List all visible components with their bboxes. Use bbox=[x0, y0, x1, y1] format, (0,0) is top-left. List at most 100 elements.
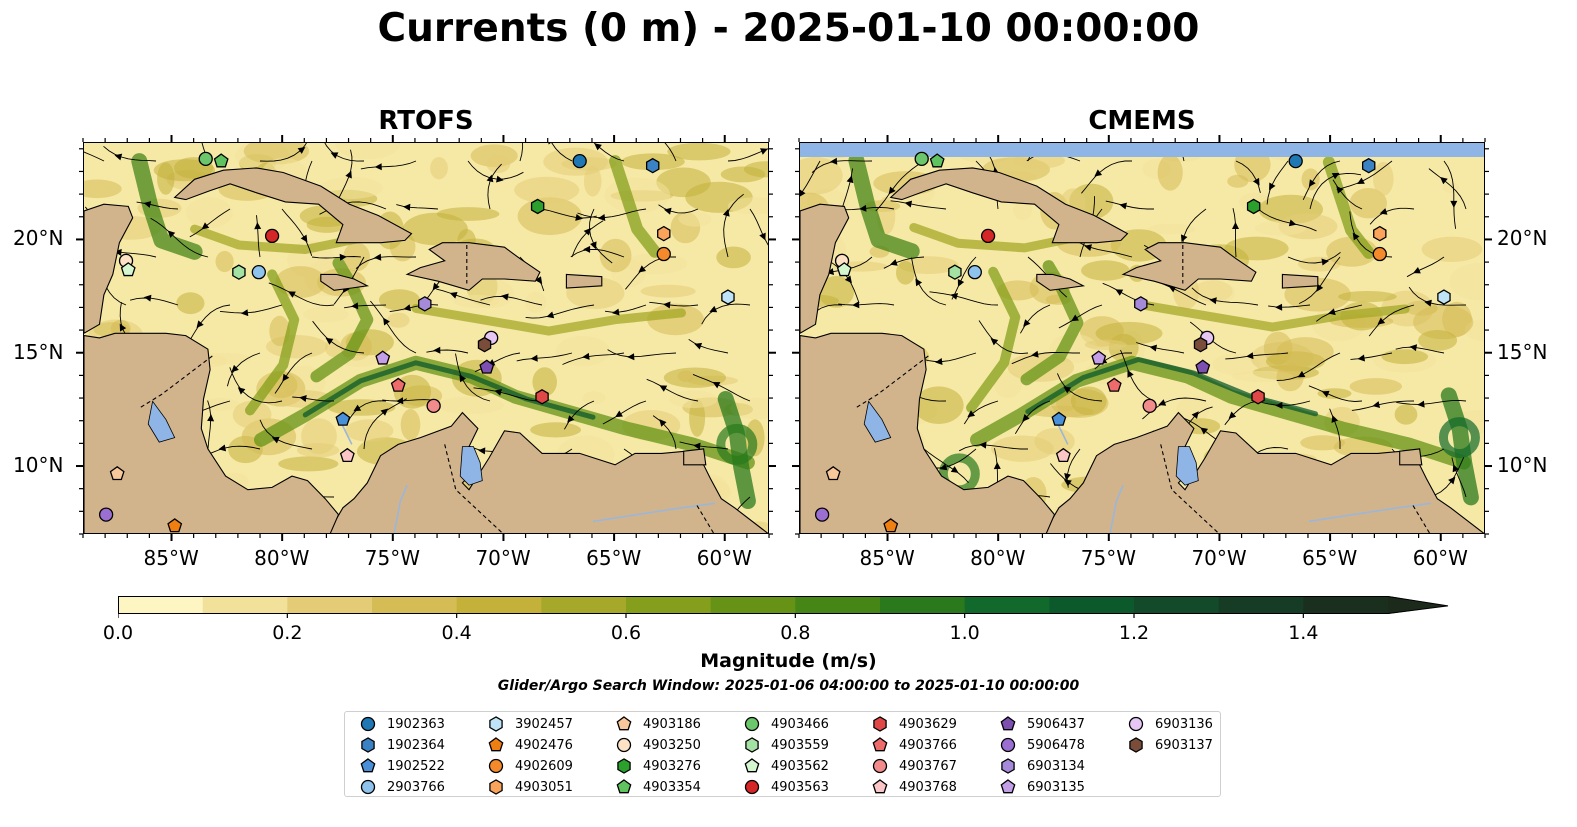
streamline bbox=[978, 320, 1029, 355]
streamline bbox=[1336, 160, 1393, 191]
streamline bbox=[723, 193, 744, 258]
float-4903276[interactable] bbox=[1246, 198, 1261, 215]
float-1902364[interactable] bbox=[645, 157, 660, 174]
streamline-arrow bbox=[351, 302, 359, 310]
float-4903466[interactable] bbox=[914, 151, 929, 167]
streamline-arrow bbox=[237, 387, 246, 395]
float-1902522[interactable] bbox=[335, 411, 351, 426]
legend-item: 4903767 bbox=[871, 756, 957, 776]
streamline bbox=[229, 367, 283, 404]
float-4903766[interactable] bbox=[1106, 377, 1122, 392]
legend-item: 1902363 bbox=[359, 714, 445, 734]
streamline-arrow bbox=[1448, 476, 1456, 485]
float-4903559[interactable] bbox=[232, 264, 246, 280]
legend-marker bbox=[360, 758, 376, 773]
float-6903135[interactable] bbox=[375, 350, 391, 365]
legend-item: 4903559 bbox=[743, 735, 829, 755]
float-4902609[interactable] bbox=[656, 246, 671, 262]
lake bbox=[147, 400, 176, 443]
streamline bbox=[219, 304, 283, 314]
float-1902522[interactable] bbox=[1051, 411, 1067, 426]
streamline bbox=[1058, 304, 1103, 329]
legend-label: 1902363 bbox=[387, 716, 445, 732]
streamline bbox=[1268, 304, 1311, 308]
legend-marker bbox=[616, 779, 632, 794]
border bbox=[1160, 444, 1220, 533]
streamline-arrow bbox=[339, 253, 347, 261]
float-4903354[interactable] bbox=[929, 153, 945, 168]
float-4903767[interactable] bbox=[1142, 398, 1157, 413]
float-3902457[interactable] bbox=[1437, 289, 1451, 305]
float-4903559[interactable] bbox=[948, 264, 962, 280]
float-6903134[interactable] bbox=[418, 296, 432, 312]
float-4903768[interactable] bbox=[339, 447, 355, 463]
float-4902476[interactable] bbox=[883, 518, 899, 533]
float-4903767[interactable] bbox=[426, 398, 441, 413]
float-4903186[interactable] bbox=[825, 465, 841, 481]
float-4903563[interactable] bbox=[264, 228, 280, 244]
streamline-arrow bbox=[535, 276, 543, 284]
streamline bbox=[256, 215, 261, 258]
legend-label: 4902609 bbox=[515, 758, 573, 774]
colorbar-segment bbox=[1049, 596, 1135, 614]
float-6903137[interactable] bbox=[1193, 336, 1208, 353]
streamline-arrow bbox=[1379, 208, 1388, 215]
colorbar-tick-label: 1.2 bbox=[1118, 622, 1150, 644]
streamline-arrow bbox=[612, 308, 620, 316]
float-4903466[interactable] bbox=[198, 151, 213, 167]
float-4903186[interactable] bbox=[109, 465, 125, 481]
float-2903766[interactable] bbox=[251, 265, 266, 280]
float-4903629[interactable] bbox=[1251, 389, 1265, 405]
land-jamaica bbox=[1036, 273, 1086, 291]
float-4903051[interactable] bbox=[1373, 225, 1387, 242]
streamline bbox=[103, 145, 157, 162]
float-6903137[interactable] bbox=[477, 336, 492, 353]
float-1902364[interactable] bbox=[1361, 157, 1376, 174]
float-4902476[interactable] bbox=[167, 518, 183, 533]
streamline bbox=[1257, 208, 1317, 232]
colorbar-segment bbox=[710, 596, 796, 614]
map-panel-rtofs[interactable] bbox=[83, 142, 769, 534]
legend-marker bbox=[872, 779, 888, 794]
lat-tick-label: 10°N bbox=[1497, 453, 1548, 478]
float-4903051[interactable] bbox=[657, 225, 671, 242]
float-4903276[interactable] bbox=[530, 198, 545, 215]
map-panel-cmems[interactable] bbox=[799, 142, 1485, 534]
float-4903562[interactable] bbox=[836, 262, 852, 277]
streamline bbox=[541, 208, 597, 219]
streamline-arrow bbox=[114, 153, 123, 161]
float-5906478[interactable] bbox=[814, 507, 830, 522]
streamline bbox=[875, 160, 925, 212]
float-4903563[interactable] bbox=[980, 228, 996, 244]
legend-label: 3902457 bbox=[515, 716, 573, 732]
streamline bbox=[701, 303, 751, 325]
land bbox=[84, 167, 768, 533]
float-2903766[interactable] bbox=[967, 265, 982, 280]
float-5906437[interactable] bbox=[479, 359, 495, 374]
float-1902363[interactable] bbox=[572, 153, 587, 169]
float-4903629[interactable] bbox=[535, 389, 549, 405]
streamline bbox=[1451, 457, 1467, 498]
legend-marker bbox=[617, 758, 631, 774]
float-5906437[interactable] bbox=[1195, 359, 1211, 374]
float-4903562[interactable] bbox=[120, 262, 136, 277]
float-4902609[interactable] bbox=[1372, 246, 1387, 262]
streamline-arrow bbox=[1372, 401, 1381, 409]
river bbox=[1308, 502, 1431, 523]
float-3902457[interactable] bbox=[721, 289, 735, 305]
streamline-arrow bbox=[1331, 415, 1339, 423]
legend-item: 4903466 bbox=[743, 714, 829, 734]
float-1902363[interactable] bbox=[1288, 153, 1303, 169]
float-6903134[interactable] bbox=[1134, 296, 1148, 312]
legend-item: 4903563 bbox=[743, 777, 829, 797]
legend-marker bbox=[489, 779, 503, 795]
float-4903354[interactable] bbox=[213, 153, 229, 168]
float-5906478[interactable] bbox=[98, 507, 114, 522]
border bbox=[855, 355, 929, 409]
colorbar-tick-label: 0.2 bbox=[272, 622, 303, 644]
float-4903768[interactable] bbox=[1055, 447, 1071, 463]
float-6903135[interactable] bbox=[1091, 350, 1107, 365]
streamline-arrow bbox=[1071, 314, 1079, 322]
float-4903766[interactable] bbox=[390, 377, 406, 392]
streamline bbox=[1308, 385, 1363, 402]
